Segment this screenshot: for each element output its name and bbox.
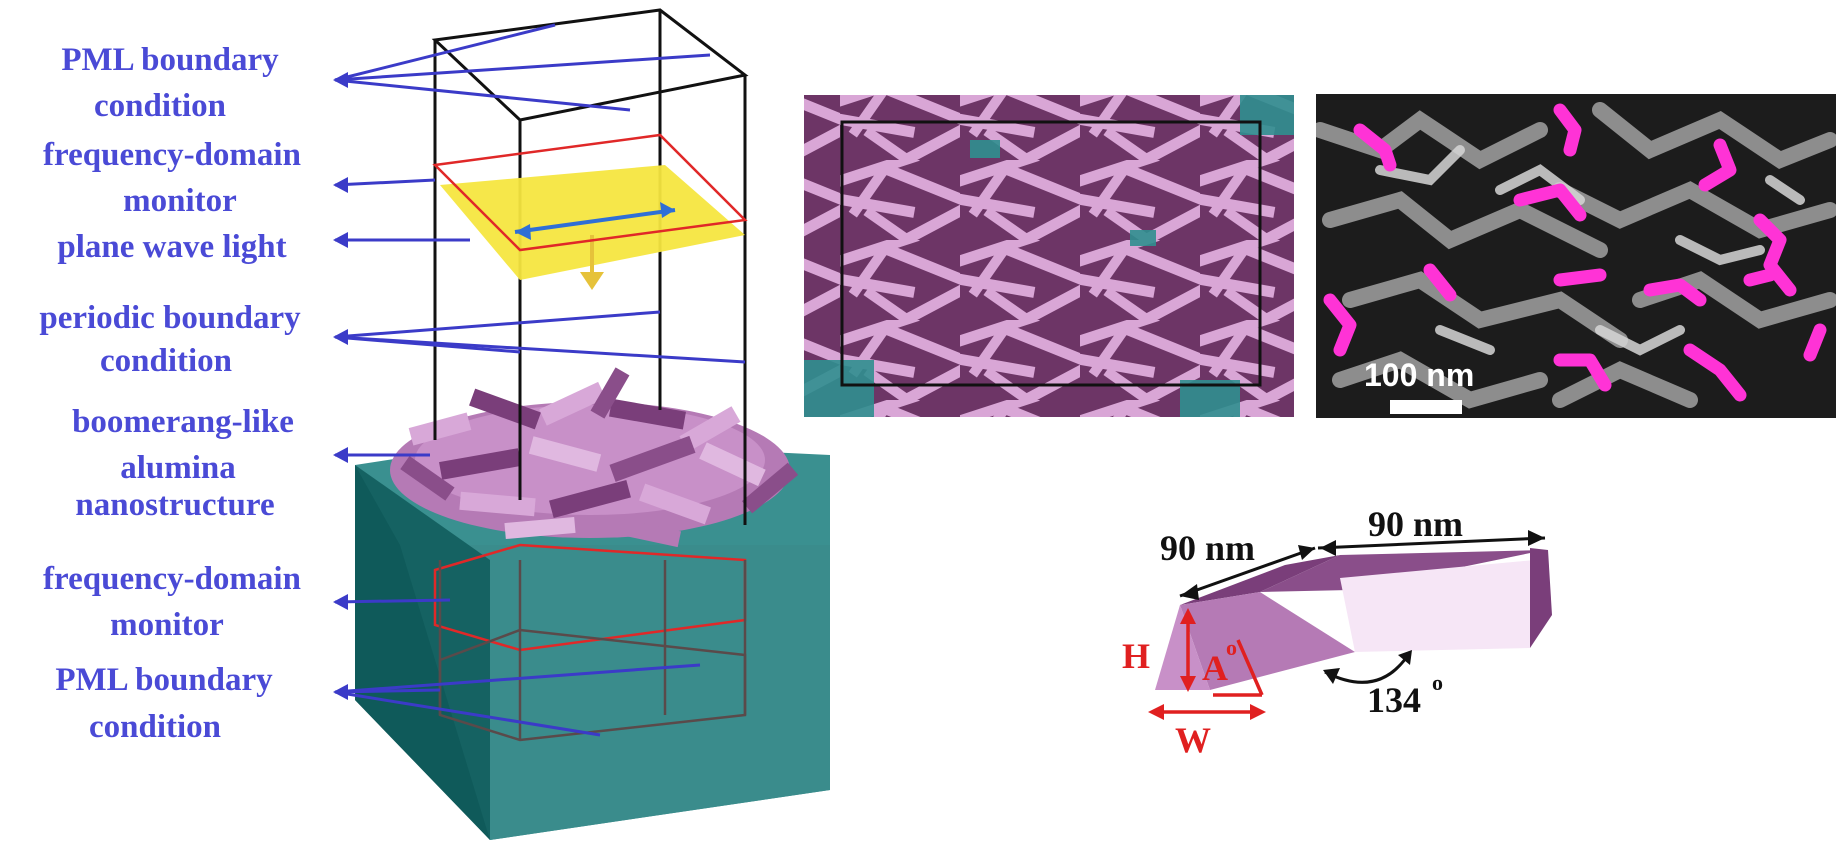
simulation-region-outline: [840, 120, 1262, 387]
label-fdm-bottom-line2: monitor: [110, 607, 224, 643]
sem-image-panel: 100 nm: [1316, 94, 1836, 418]
label-boomerang-line3: nanostructure: [75, 487, 274, 523]
boomerang-arm-right-top: [1260, 550, 1545, 592]
top-monitor-plane: [432, 133, 748, 252]
simulation-box-3d: [355, 8, 830, 840]
label-periodic-line1: periodic boundary: [39, 300, 301, 336]
label-pointer-heads: [333, 72, 348, 700]
width-label: W: [1175, 720, 1211, 760]
label-boomerang-line1: boomerang-like: [72, 404, 294, 440]
top-view-background: [804, 95, 1294, 417]
length-left-label: 90 nm: [1160, 528, 1255, 568]
propagation-arrowhead: [580, 272, 604, 290]
boomerang-arm-left-front: [1180, 592, 1355, 690]
annotation-labels: PML boundary condition frequency-domain …: [39, 42, 301, 745]
scale-bar-label: 100 nm: [1364, 357, 1474, 393]
label-fdm-bottom-line1: frequency-domain: [43, 561, 301, 597]
angle-label: A: [1202, 648, 1228, 688]
boomerang-geometry-diagram: 90 nm 90 nm H A o W 134 o: [1122, 504, 1552, 760]
substrate-right-face: [490, 545, 830, 840]
label-pml-top-line2: condition: [94, 88, 226, 124]
boomerang-arm-left-top: [1180, 555, 1340, 605]
label-fdm-top-line2: monitor: [123, 183, 237, 219]
label-periodic-line2: condition: [100, 343, 232, 379]
bend-angle-degree-mark: o: [1432, 670, 1443, 695]
label-pml-top-line1: PML boundary: [61, 42, 279, 78]
top-pml-box-top: [431, 8, 749, 122]
boomerang-arm-right-end: [1530, 548, 1552, 648]
highlighted-boomerang-particles: [1323, 103, 1827, 402]
angle-degree-mark: o: [1226, 635, 1237, 660]
label-boomerang-line2: alumina: [120, 450, 236, 486]
alumina-nanostructure-cluster: [390, 367, 799, 548]
bend-angle-label: 134: [1367, 680, 1421, 720]
length-right-label: 90 nm: [1368, 504, 1463, 544]
label-pointers: [334, 23, 746, 737]
boomerang-arm-left-end: [1155, 605, 1210, 690]
label-plane-wave: plane wave light: [57, 229, 286, 265]
label-pml-bottom-line1: PML boundary: [55, 662, 273, 698]
polarization-arrowhead-right: [660, 202, 675, 218]
polarization-arrow: [514, 208, 676, 234]
boomerang-arm-right-front: [1340, 560, 1535, 652]
label-fdm-top-line1: frequency-domain: [43, 137, 301, 173]
scale-bar: [1390, 400, 1462, 414]
substrate-edge: [355, 465, 490, 840]
height-label: H: [1122, 636, 1150, 676]
top-view-model-panel: [804, 95, 1294, 417]
polarization-arrowhead-left: [515, 224, 531, 240]
label-pml-bottom-line2: condition: [89, 709, 221, 745]
